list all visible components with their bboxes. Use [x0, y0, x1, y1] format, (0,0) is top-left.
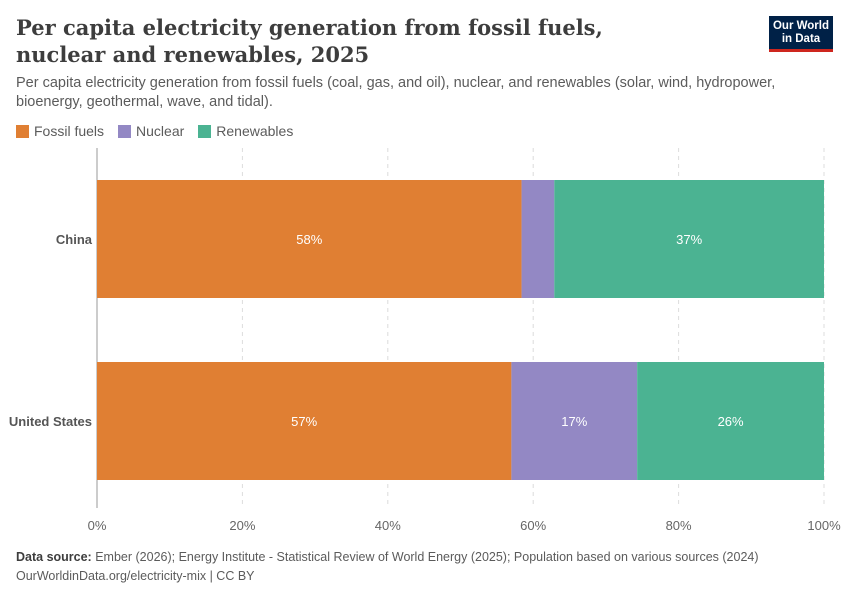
x-tick-label-60: 60%: [520, 518, 546, 533]
x-tick-label-40: 40%: [375, 518, 401, 533]
bar-china-renewables: [554, 180, 824, 298]
data-label-china-fossil-fuels: 58%: [296, 232, 322, 247]
legend-item-nuclear[interactable]: Nuclear: [118, 123, 184, 139]
owid-logo[interactable]: Our World in Data: [769, 16, 833, 52]
data-label-china-renewables: 37%: [676, 232, 702, 247]
footer: Data source: Ember (2026); Energy Instit…: [16, 548, 759, 586]
data-label-united-states-nuclear: 17%: [561, 414, 587, 429]
chart-title: Per capita electricity generation from f…: [16, 15, 603, 67]
x-tick-label-100: 100%: [807, 518, 841, 533]
legend-swatch-nuclear: [118, 124, 132, 138]
data-source-line: Data source: Ember (2026); Energy Instit…: [16, 548, 759, 567]
legend-item-renewables[interactable]: Renewables: [198, 123, 293, 139]
x-tick-label-20: 20%: [229, 518, 255, 533]
logo-line-1: Our World: [772, 20, 829, 32]
legend-item-fossil-fuels[interactable]: Fossil fuels: [16, 123, 104, 139]
data-source-label: Data source:: [16, 550, 92, 564]
data-label-united-states-renewables: 26%: [718, 414, 744, 429]
data-label-united-states-fossil-fuels: 57%: [291, 414, 317, 429]
legend-label-fossil-fuels: Fossil fuels: [34, 123, 105, 139]
legend-swatch-fossil-fuels: [16, 124, 29, 138]
legend-label-nuclear: Nuclear: [136, 123, 185, 139]
category-label-china: China: [56, 232, 93, 247]
bar-united-states-nuclear: [511, 362, 638, 480]
url-line[interactable]: OurWorldinData.org/electricity-mix | CC …: [16, 569, 255, 583]
legend-label-renewables: Renewables: [216, 123, 294, 139]
legend-swatch-renewables: [198, 124, 212, 138]
logo-line-2: in Data: [781, 33, 821, 45]
chart-subtitle: Per capita electricity generation from f…: [16, 75, 776, 110]
bar-united-states-fossil-fuels: [97, 362, 512, 480]
bar-china-fossil-fuels: [97, 180, 522, 298]
bar-china-nuclear: [521, 180, 555, 298]
x-tick-label-0: 0%: [88, 518, 107, 533]
x-tick-label-80: 80%: [666, 518, 692, 533]
legend: Fossil fuels Nuclear Renewables: [16, 123, 307, 139]
data-source-text: Ember (2026); Energy Institute - Statist…: [95, 550, 759, 564]
category-label-united-states: United States: [9, 414, 92, 429]
bar-united-states-renewables: [637, 362, 824, 480]
